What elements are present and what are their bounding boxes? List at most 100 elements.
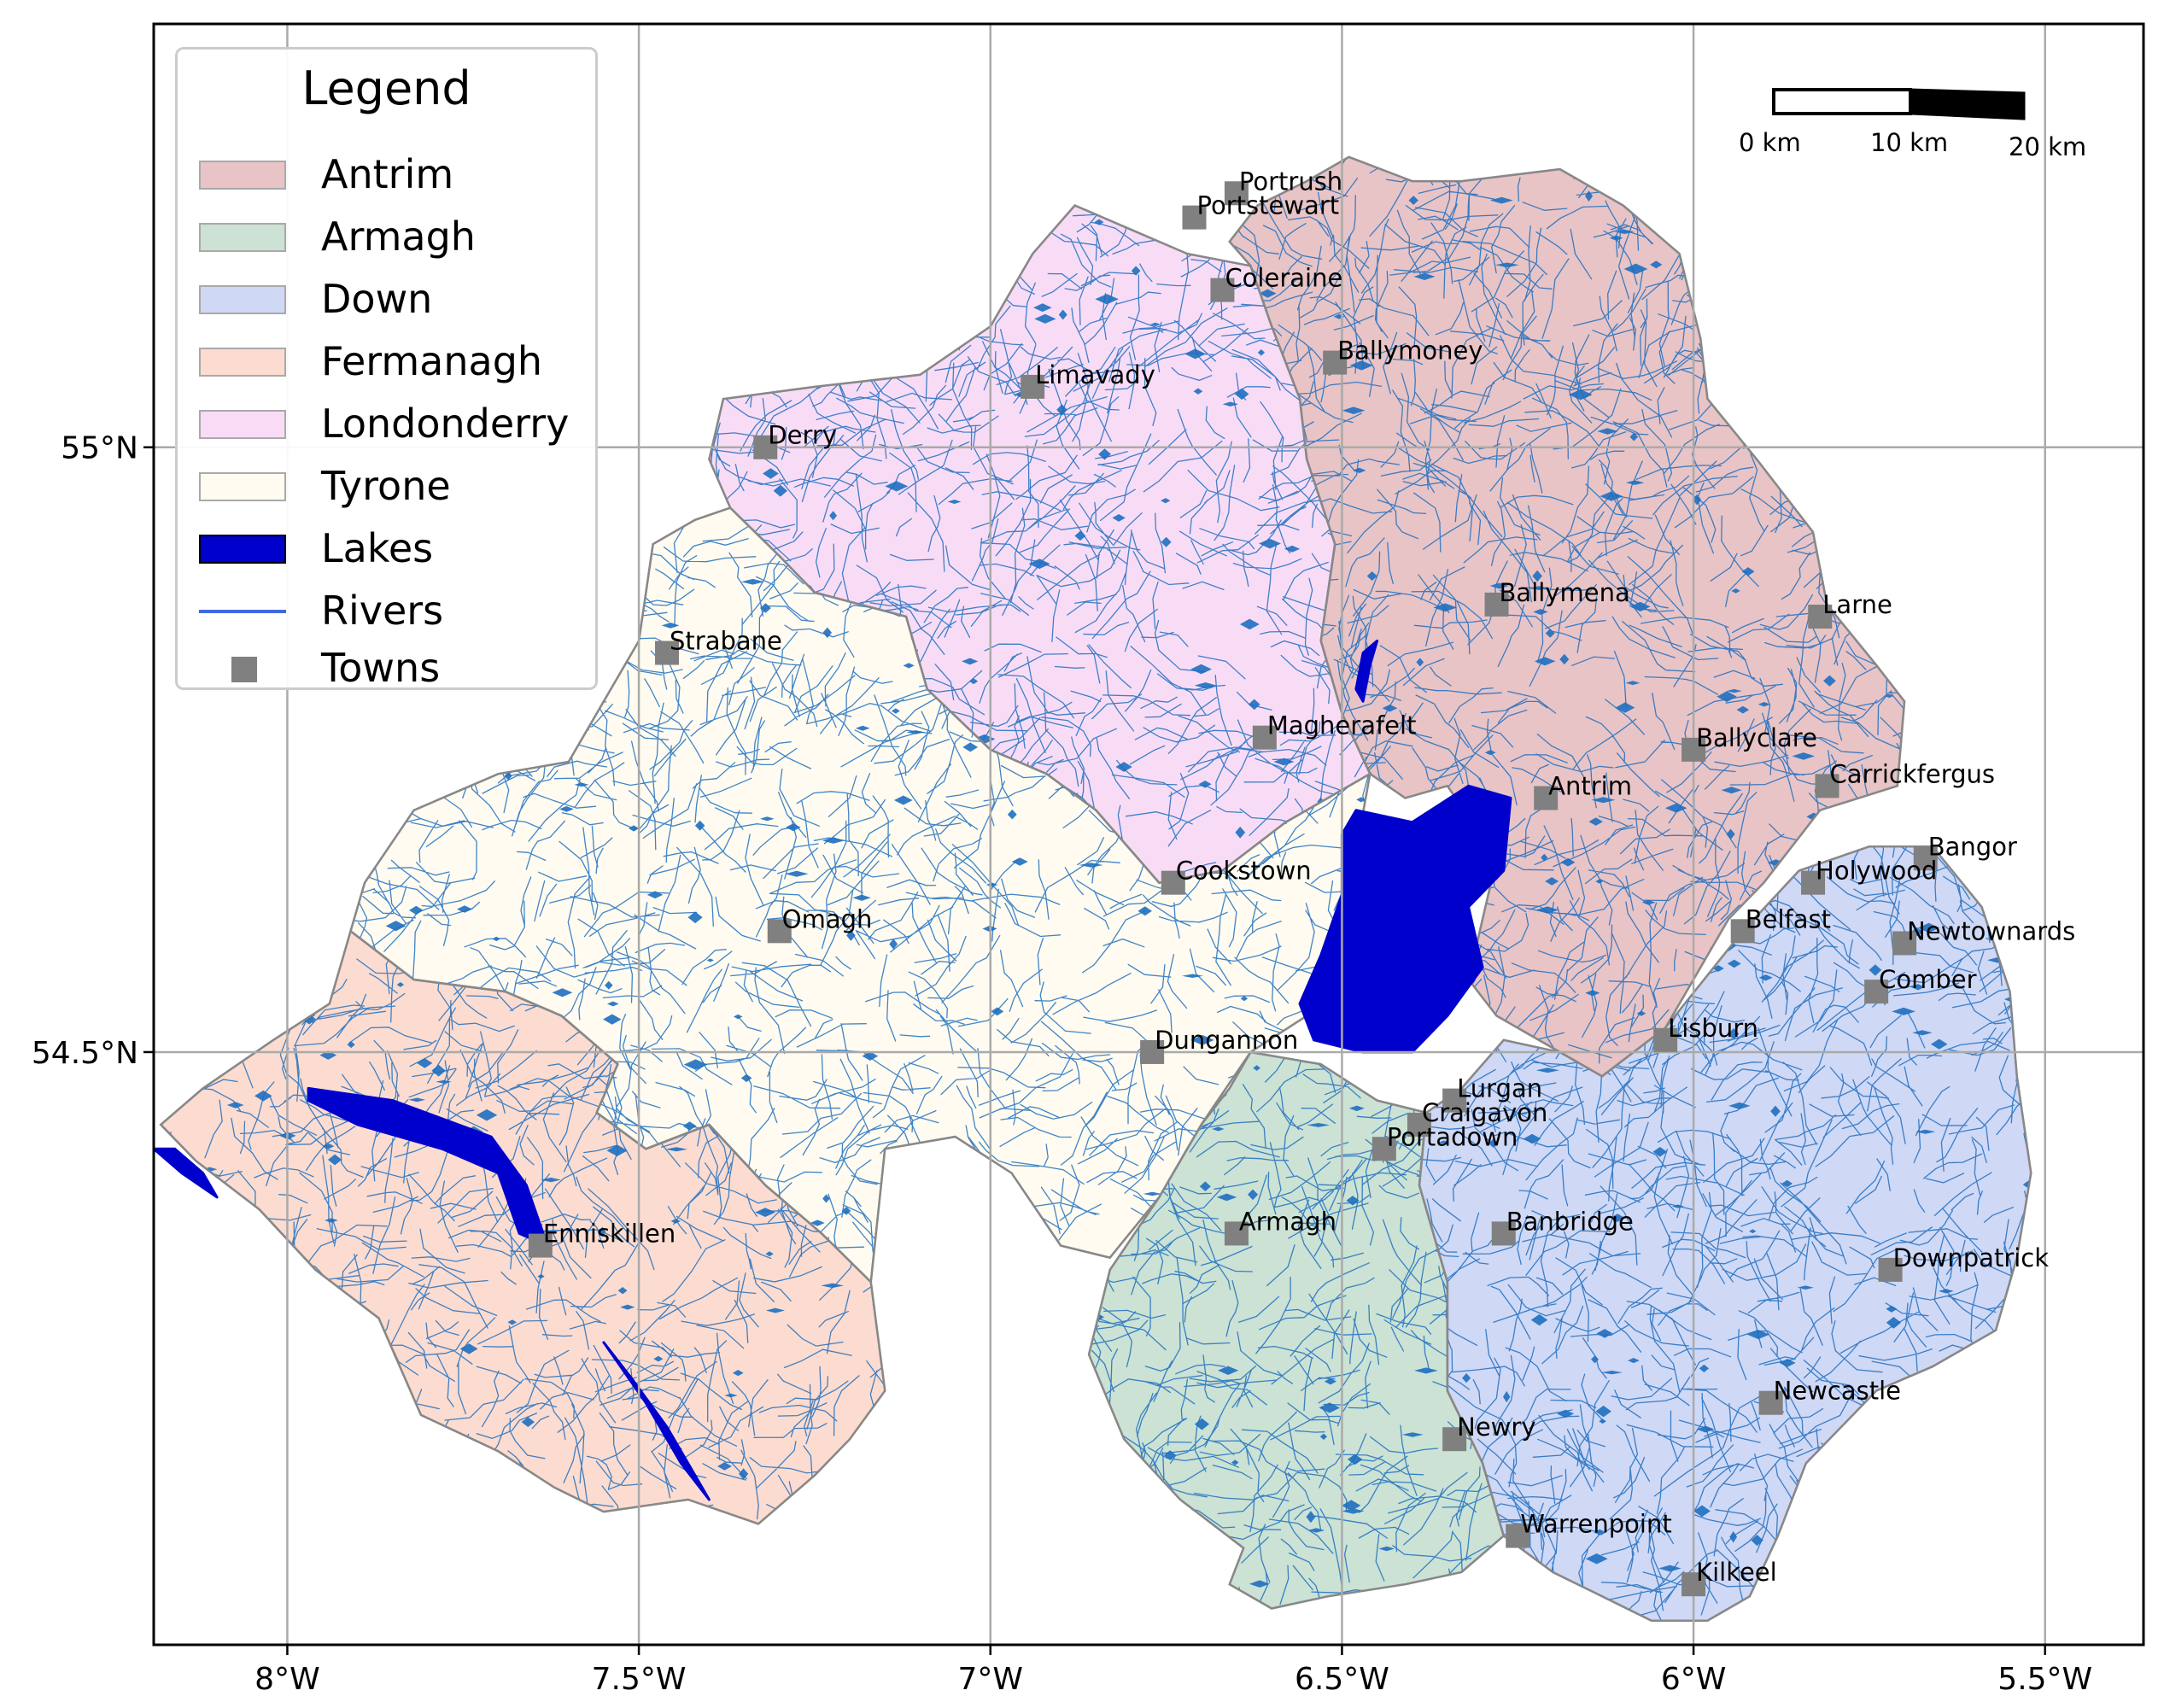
town-marker-enniskillen <box>528 1233 553 1258</box>
town-label-larne: Larne <box>1822 590 1892 619</box>
town-label-dungannon: Dungannon <box>1155 1026 1298 1055</box>
town-label-strabane: Strabane <box>670 627 782 656</box>
town-label-coleraine: Coleraine <box>1225 264 1342 293</box>
legend-swatch-antrim <box>199 161 286 190</box>
legend-swatch-down <box>199 285 286 314</box>
scale-label-20: 20 km <box>2009 132 2087 161</box>
town-label-bangor: Bangor <box>1928 832 2017 861</box>
lon-tick-label: 5.5°W <box>1997 1662 2092 1697</box>
town-label-belfast: Belfast <box>1746 904 1831 933</box>
lake-upper-lough-erne <box>602 1341 711 1501</box>
town-marker-armagh <box>1224 1221 1249 1246</box>
town-marker-ballymoney <box>1323 350 1348 375</box>
town-marker-carrickfergus <box>1815 774 1839 798</box>
legend-label-londonderry: Londonderry <box>321 401 570 447</box>
lakes-layer <box>154 639 1512 1501</box>
town-marker-cookstown <box>1161 870 1185 895</box>
legend: Legend Antrim Armagh Down Fermanagh Lond… <box>175 47 598 691</box>
town-label-enniskillen: Enniskillen <box>543 1220 676 1249</box>
town-label-cookstown: Cookstown <box>1176 857 1312 886</box>
legend-label-towns: Towns <box>321 645 441 691</box>
legend-label-down: Down <box>321 276 433 322</box>
town-marker-portrush <box>1224 181 1249 206</box>
scale-bar <box>1772 88 2026 120</box>
legend-item-rivers: Rivers <box>193 586 586 637</box>
town-marker-newtownards <box>1892 931 1917 956</box>
town-marker-bangor <box>1913 846 1938 871</box>
map-frame <box>152 22 2145 1647</box>
town-marker-banbridge <box>1491 1221 1516 1246</box>
town-label-lurgan: Lurgan <box>1457 1074 1542 1103</box>
legend-item-antrim: Antrim <box>193 149 586 201</box>
town-label-holywood: Holywood <box>1816 857 1937 886</box>
lon-tick-label: 7.5°W <box>592 1662 687 1697</box>
lon-tick-label: 6.5°W <box>1295 1662 1389 1697</box>
legend-line-rivers <box>199 610 286 613</box>
town-marker-limavady <box>1021 374 1045 399</box>
legend-item-tyrone: Tyrone <box>193 461 586 512</box>
town-marker-downpatrick <box>1878 1257 1903 1282</box>
town-marker-ballyclare <box>1681 737 1706 762</box>
town-marker-newry <box>1442 1427 1467 1452</box>
town-marker-strabane <box>655 640 680 665</box>
legend-label-armagh: Armagh <box>321 214 476 260</box>
legend-label-lakes: Lakes <box>321 525 434 571</box>
town-label-portstewart: Portstewart <box>1197 191 1340 220</box>
legend-item-towns: Towns <box>193 645 586 691</box>
town-label-ballymena: Ballymena <box>1500 578 1630 607</box>
town-label-derry: Derry <box>768 421 837 450</box>
axis-ticks: 8°W 7.5°W 7°W 6.5°W 6°W 5.5°W 55°N 54.5°N <box>32 431 2092 1697</box>
legend-swatch-armagh <box>199 223 286 252</box>
town-label-magherafelt: Magherafelt <box>1267 711 1417 740</box>
legend-label-tyrone: Tyrone <box>321 463 451 509</box>
lat-tick-label: 55°N <box>61 431 138 466</box>
scale-label-0: 0 km <box>1739 128 1801 157</box>
legend-item-lakes: Lakes <box>193 524 586 575</box>
legend-label-fermanagh: Fermanagh <box>321 338 543 384</box>
town-marker-craigavon <box>1407 1112 1431 1137</box>
town-label-armagh: Armagh <box>1239 1207 1336 1236</box>
town-label-kilkeel: Kilkeel <box>1696 1558 1777 1587</box>
legend-item-armagh: Armagh <box>193 212 586 263</box>
town-marker-magherafelt <box>1252 725 1277 750</box>
town-marker-portstewart <box>1182 205 1207 230</box>
town-label-carrickfergus: Carrickfergus <box>1830 759 1996 788</box>
town-label-newtownards: Newtownards <box>1907 916 2075 945</box>
town-label-banbridge: Banbridge <box>1506 1207 1634 1236</box>
town-marker-portadown <box>1372 1137 1396 1161</box>
town-marker-coleraine <box>1210 278 1235 302</box>
town-label-comber: Comber <box>1879 965 1976 994</box>
town-label-newcastle: Newcastle <box>1774 1377 1901 1406</box>
town-label-portrush: Portrush <box>1239 167 1342 196</box>
legend-title: Legend <box>301 61 471 115</box>
legend-label-rivers: Rivers <box>321 588 444 634</box>
town-marker-newcastle <box>1758 1390 1783 1415</box>
town-label-lisburn: Lisburn <box>1668 1014 1758 1043</box>
town-label-antrim: Antrim <box>1548 772 1632 801</box>
town-marker-comber <box>1864 980 1889 1004</box>
lake-lough-neagh <box>1298 784 1512 1054</box>
legend-swatch-fermanagh <box>199 348 286 377</box>
town-marker-lisburn <box>1653 1027 1678 1052</box>
legend-item-fermanagh: Fermanagh <box>193 336 586 388</box>
lon-tick-label: 7°W <box>958 1662 1024 1697</box>
lake-lough-beg <box>1354 639 1379 703</box>
scale-label-10: 10 km <box>1870 128 1949 157</box>
town-label-limavady: Limavady <box>1035 360 1155 389</box>
town-label-craigavon: Craigavon <box>1422 1098 1547 1127</box>
legend-label-antrim: Antrim <box>321 151 454 197</box>
town-label-ballymoney: Ballymoney <box>1337 336 1483 366</box>
legend-swatch-londonderry <box>199 410 286 439</box>
town-label-newry: Newry <box>1457 1413 1535 1442</box>
town-marker-derry <box>753 435 778 459</box>
legend-marker-towns <box>231 657 257 682</box>
lon-tick-label: 6°W <box>1661 1662 1727 1697</box>
scale-bar-segment-black <box>1909 88 2026 120</box>
town-label-downpatrick: Downpatrick <box>1893 1243 2050 1272</box>
lat-tick-label: 54.5°N <box>32 1036 138 1071</box>
town-marker-larne <box>1808 605 1833 629</box>
town-marker-kilkeel <box>1681 1572 1706 1597</box>
